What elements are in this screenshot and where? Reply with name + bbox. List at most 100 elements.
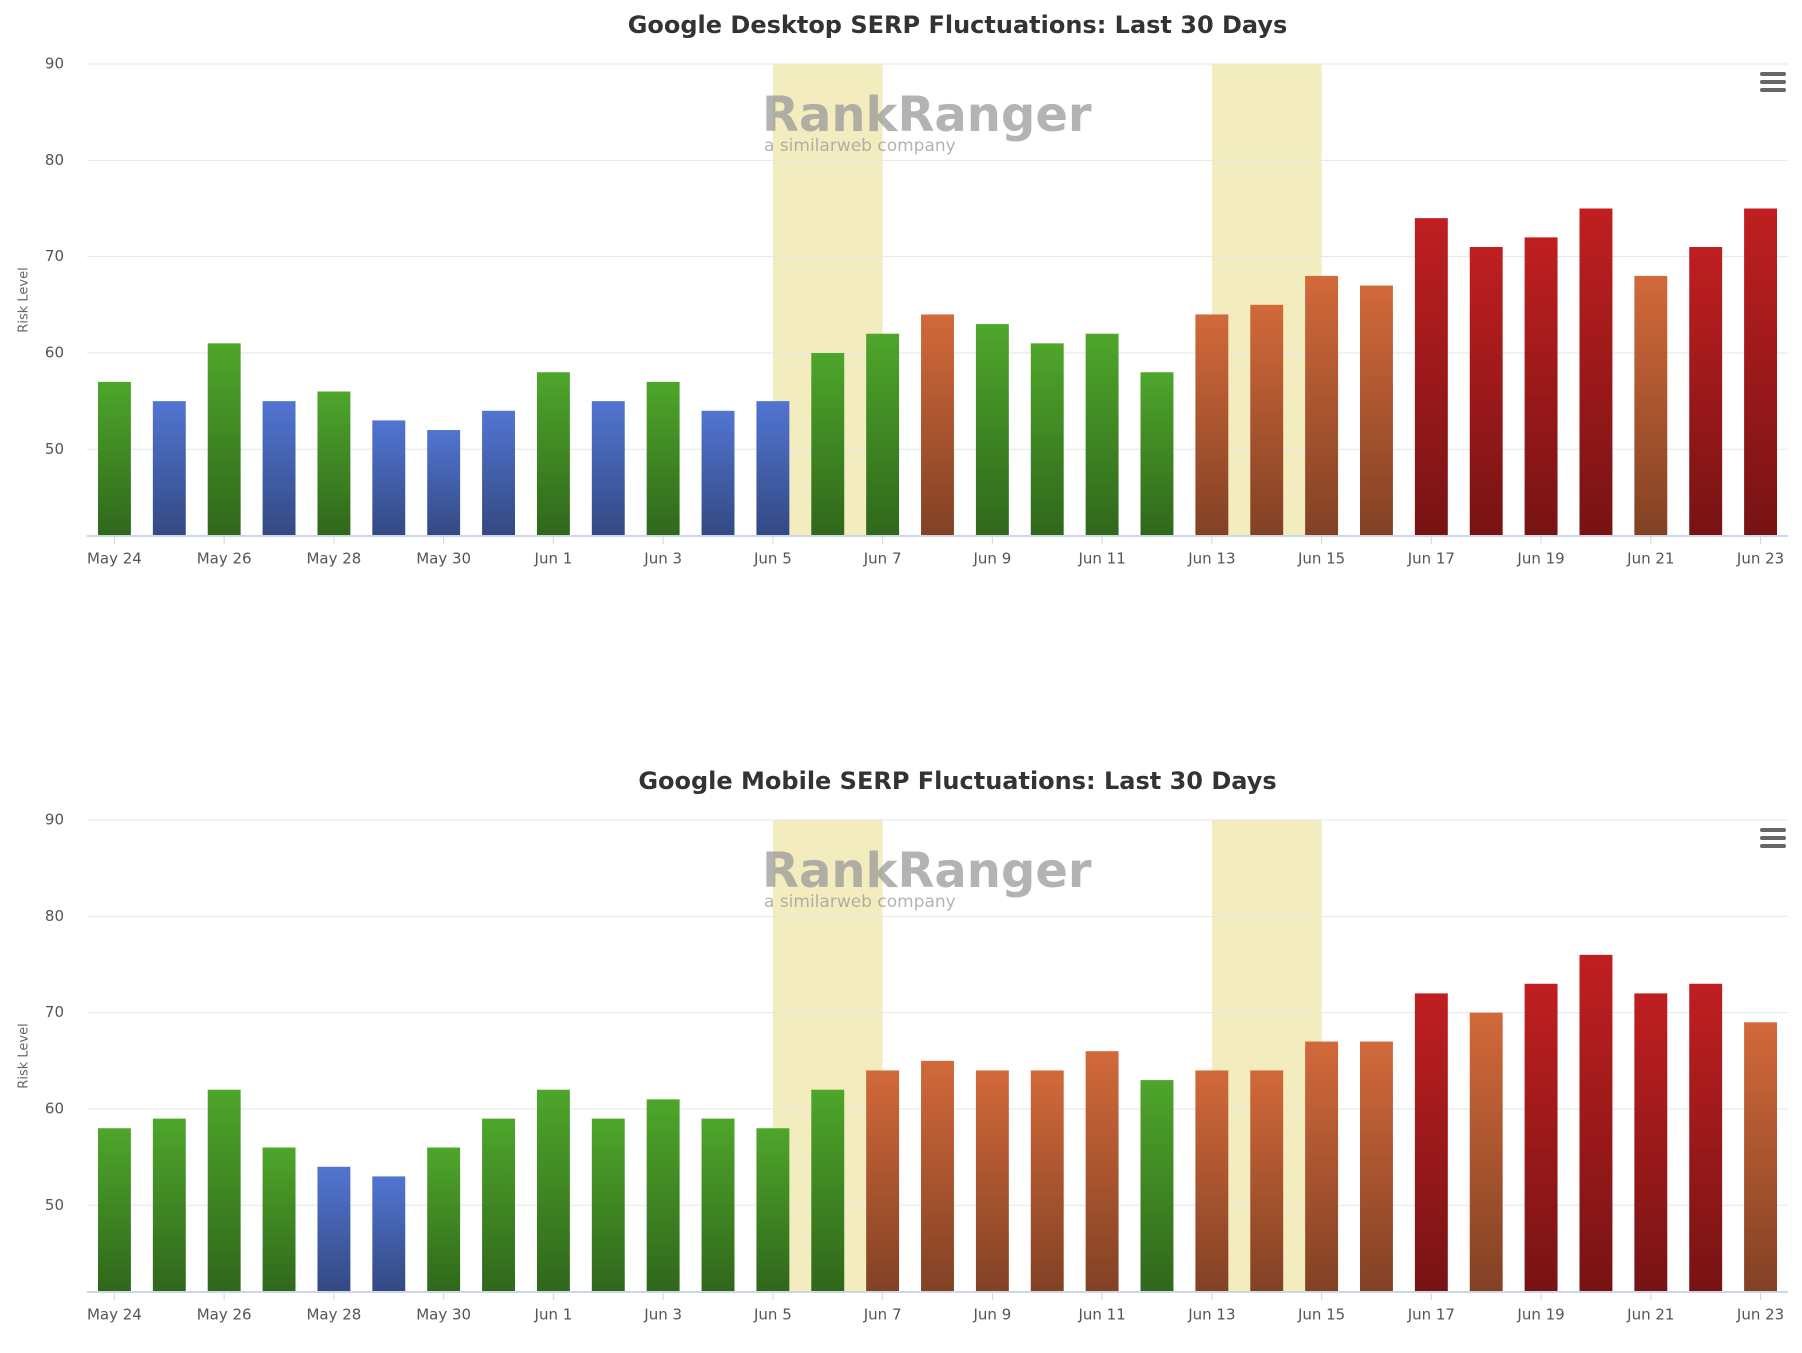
y-tick-label: 70 [45,247,64,265]
bar [1305,1041,1339,1292]
x-tick-label: Jun 19 [1516,550,1564,568]
x-tick-label: Jun 9 [972,1306,1011,1324]
bar [1030,1070,1064,1292]
menu-icon-bar [1760,72,1786,76]
bar [152,1118,186,1292]
bar [1579,208,1613,536]
watermark-subtitle: a similarweb company [764,892,956,912]
y-tick-label: 90 [45,811,64,829]
bar [97,381,131,536]
x-tick-label: Jun 21 [1626,550,1674,568]
y-tick-label: 50 [45,1196,64,1214]
x-tick-label: May 28 [306,550,361,568]
x-tick-label: Jun 15 [1297,1306,1345,1324]
bar [975,324,1009,536]
x-tick-label: Jun 1 [534,550,573,568]
bar [317,391,351,536]
y-tick-label: 80 [45,907,64,925]
chart-title: Google Desktop SERP Fluctuations: Last 3… [628,11,1288,39]
bar [646,1099,680,1292]
x-tick-label: May 28 [306,1306,361,1324]
bar [1689,247,1723,537]
menu-icon-bar [1760,88,1786,92]
x-tick-label: Jun 17 [1407,1306,1455,1324]
bar [1250,1070,1284,1292]
x-tick-label: Jun 19 [1516,1306,1564,1324]
x-tick-label: May 30 [416,1306,471,1324]
bar [1195,1070,1229,1292]
y-tick-label: 80 [45,151,64,169]
x-tick-label: Jun 13 [1187,550,1235,568]
bar [536,372,570,536]
x-tick-label: May 30 [416,550,471,568]
bar [591,401,625,536]
chart-title: Google Mobile SERP Fluctuations: Last 30… [638,767,1276,795]
x-tick-label: Jun 15 [1297,550,1345,568]
x-tick-label: Jun 5 [753,550,792,568]
bar [1140,372,1174,536]
watermark-title: RankRanger [762,87,1092,143]
menu-icon-bar [1760,844,1786,848]
x-tick-label: May 24 [87,1306,142,1324]
bar [866,333,900,536]
bar [756,401,790,536]
y-tick-label: 90 [45,55,64,73]
bar [262,1147,296,1292]
bar [1744,208,1778,536]
bar [372,420,406,536]
bar [866,1070,900,1292]
x-tick-label: Jun 3 [643,550,682,568]
x-tick-label: Jun 21 [1626,1306,1674,1324]
x-tick-label: May 26 [197,550,252,568]
bar [1689,983,1723,1292]
bar [701,1118,735,1292]
bar [756,1128,790,1292]
bar [482,1118,515,1292]
y-tick-label: 60 [45,343,64,361]
bar [1414,993,1448,1292]
bar [427,430,461,536]
bar [1744,1022,1778,1292]
menu-icon-bar [1760,836,1786,840]
x-tick-label: Jun 7 [863,1306,902,1324]
x-tick-label: Jun 1 [534,1306,573,1324]
menu-icon-bar [1760,80,1786,84]
bar [482,410,515,536]
y-tick-label: 70 [45,1003,64,1021]
bar [207,343,241,536]
bar [207,1089,241,1292]
bar [1579,954,1613,1292]
x-tick-label: Jun 5 [753,1306,792,1324]
y-axis-label: Risk Level [17,1023,32,1088]
x-tick-label: Jun 23 [1736,550,1784,568]
bar [811,1089,845,1292]
x-tick-label: Jun 3 [643,1306,682,1324]
x-tick-label: May 26 [197,1306,252,1324]
x-tick-label: Jun 11 [1077,550,1125,568]
x-tick-label: Jun 23 [1736,1306,1784,1324]
bar [152,401,186,536]
bar [1250,304,1284,536]
bar [811,352,845,536]
bar [262,401,296,536]
watermark-title: RankRanger [762,843,1092,899]
x-tick-label: Jun 9 [972,550,1011,568]
bar [1634,993,1668,1292]
watermark-subtitle: a similarweb company [764,136,956,156]
bar [372,1176,406,1292]
x-tick-label: Jun 13 [1187,1306,1235,1324]
bar [1634,275,1668,536]
bar [536,1089,570,1292]
x-tick-label: Jun 17 [1407,550,1455,568]
bar [317,1166,351,1292]
bar [591,1118,625,1292]
bar [1360,285,1393,536]
x-tick-label: May 24 [87,550,142,568]
y-tick-label: 60 [45,1099,64,1117]
bar [1469,1012,1503,1292]
bar [1085,333,1119,536]
y-tick-label: 50 [45,440,64,458]
bar [1140,1080,1174,1292]
